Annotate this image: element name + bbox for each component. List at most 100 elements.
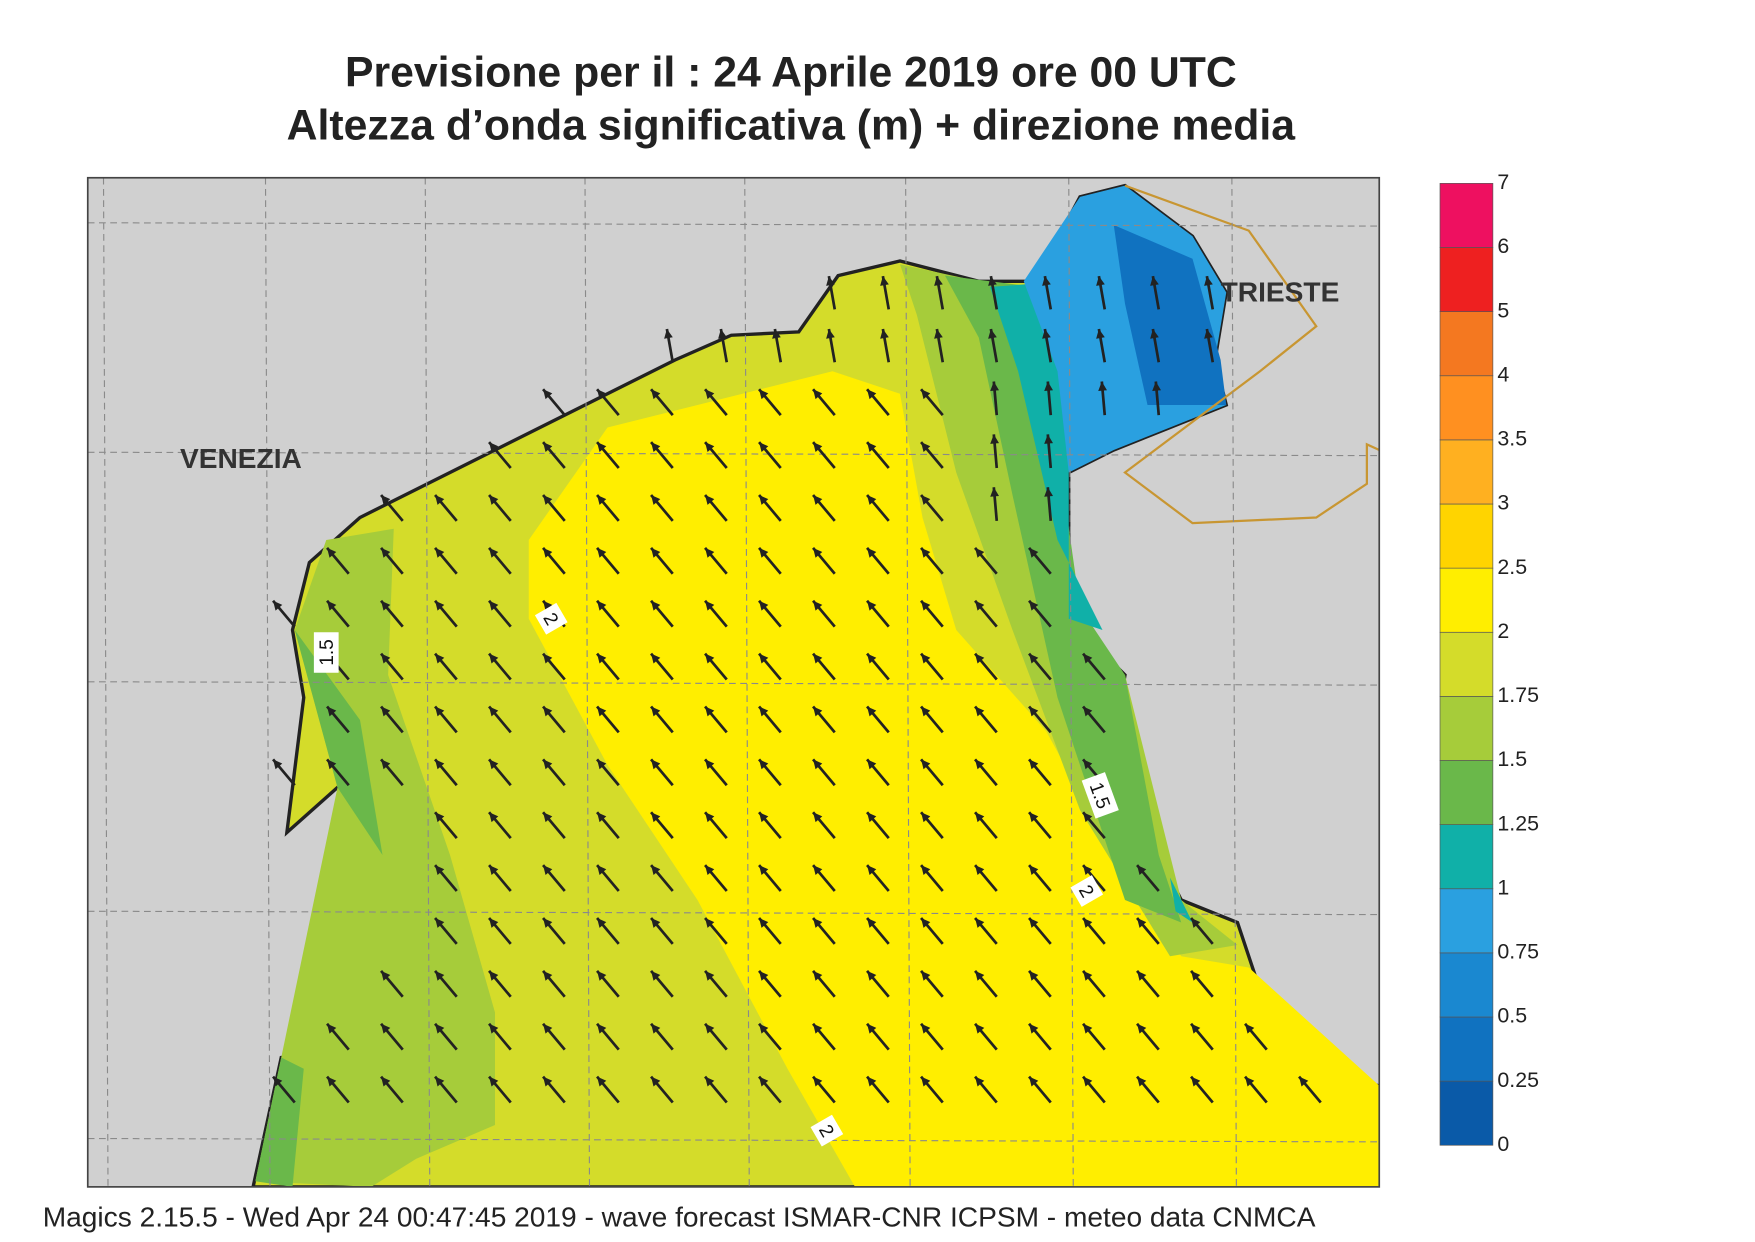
direction-arrow-head <box>543 389 553 400</box>
direction-arrow-head <box>705 653 715 664</box>
direction-arrow-head <box>975 970 985 981</box>
direction-arrow-head <box>921 706 931 717</box>
direction-arrow-head <box>813 918 823 928</box>
direction-arrow-head <box>921 865 931 875</box>
direction-arrow-head <box>435 970 445 981</box>
colorbar-label: 2 <box>1497 619 1509 643</box>
direction-arrow-head <box>759 442 769 452</box>
direction-arrow-head <box>975 706 985 717</box>
direction-arrow-head <box>489 759 499 770</box>
direction-arrow-head <box>381 495 391 505</box>
direction-arrow-head <box>327 547 337 558</box>
direction-arrow-head <box>813 865 823 875</box>
direction-arrow-head <box>543 1023 553 1034</box>
direction-arrow-head <box>597 1076 607 1087</box>
colorbar-label: 0.25 <box>1497 1068 1539 1092</box>
direction-arrow-head <box>543 653 553 664</box>
direction-arrow-head <box>489 495 499 505</box>
direction-arrow-head <box>489 918 499 928</box>
colorbar-bin <box>1439 311 1494 377</box>
direction-arrow-head <box>921 1023 931 1034</box>
direction-arrow-head <box>813 970 823 981</box>
direction-arrow-head <box>1137 865 1147 875</box>
direction-arrow-head <box>1150 329 1159 339</box>
wave-directions <box>272 275 1322 1104</box>
direction-arrow-head <box>921 759 931 770</box>
direction-arrow-head <box>489 600 499 611</box>
direction-arrow-head <box>651 495 661 505</box>
direction-arrow-head <box>705 706 715 717</box>
direction-arrow-head <box>543 812 553 823</box>
direction-arrow-head <box>1137 918 1147 928</box>
direction-arrow-head <box>759 653 769 664</box>
direction-arrow-head <box>273 759 283 770</box>
contour-label-text: 1.5 <box>317 639 338 666</box>
direction-arrow-head <box>1029 1023 1039 1034</box>
direction-arrow-head <box>435 918 445 928</box>
direction-arrow-head <box>718 329 727 339</box>
direction-arrow-head <box>1245 1023 1255 1034</box>
direction-arrow-head <box>921 547 931 558</box>
place-label: VENEZIA <box>180 443 302 474</box>
zone-1-75 <box>900 264 1238 957</box>
direction-arrow-head <box>705 759 715 770</box>
colorbar-bin <box>1439 183 1494 248</box>
direction-arrow-head <box>1096 276 1105 286</box>
map-frame <box>86 176 1381 1188</box>
direction-arrow-head <box>705 495 715 505</box>
direction-arrow-head <box>327 1076 337 1087</box>
direction-arrow-head <box>1083 970 1093 981</box>
direction-arrow-head <box>543 495 553 505</box>
direction-arrow-head <box>1191 918 1201 928</box>
direction-arrow-head <box>597 970 607 981</box>
direction-arrow-head <box>1245 1076 1255 1087</box>
direction-arrow-head <box>705 1076 715 1087</box>
colorbar-bin <box>1439 888 1494 954</box>
colorbar-bin <box>1439 567 1494 633</box>
graticule-line <box>87 681 1380 686</box>
direction-arrow-head <box>705 442 715 452</box>
direction-arrow-head <box>1191 1023 1201 1034</box>
direction-arrow-head <box>651 653 661 664</box>
direction-arrow-head <box>921 495 931 505</box>
direction-arrow-head <box>543 865 553 875</box>
colorbar-label: 0.75 <box>1497 940 1539 964</box>
direction-arrow-head <box>597 495 607 505</box>
colorbar-label: 1.25 <box>1497 811 1539 835</box>
direction-arrow-head <box>867 706 877 717</box>
direction-arrow-head <box>1083 865 1093 875</box>
direction-arrow-head <box>1029 918 1039 928</box>
colorbar-label: 1.75 <box>1497 683 1539 707</box>
direction-arrow-head <box>327 600 337 611</box>
direction-arrow-head <box>489 1076 499 1087</box>
direction-arrow-head <box>705 918 715 928</box>
direction-arrow-head <box>651 600 661 611</box>
colorbar-label: 5 <box>1497 298 1509 322</box>
direction-arrow-head <box>759 970 769 981</box>
direction-arrow-head <box>651 706 661 717</box>
direction-arrow-head <box>975 600 985 611</box>
direction-arrow-head <box>867 600 877 611</box>
direction-arrow-head <box>1029 706 1039 717</box>
direction-arrow-head <box>759 812 769 823</box>
colorbar-label: 4 <box>1497 362 1509 386</box>
direction-arrow-head <box>921 653 931 664</box>
direction-arrow-head <box>1083 653 1093 664</box>
direction-arrow-head <box>813 812 823 823</box>
direction-arrow-head <box>543 547 553 558</box>
colorbar-label: 6 <box>1497 234 1509 258</box>
direction-arrow-head <box>381 1076 391 1087</box>
direction-arrow-head <box>664 329 673 339</box>
direction-arrow-head <box>1083 812 1093 823</box>
direction-arrow-head <box>813 1023 823 1034</box>
title-line-1: Previsione per il : 24 Aprile 2019 ore 0… <box>345 49 1237 97</box>
direction-arrow-head <box>975 1076 985 1087</box>
direction-arrow-head <box>759 1023 769 1034</box>
direction-arrow-head <box>651 812 661 823</box>
direction-arrow-head <box>813 442 823 452</box>
colorbar: 0 0.25 0.5 0.75 1 1.25 1.5 1.75 2 2.5 3 3.5 4 5 6 7 <box>1439 170 1539 1156</box>
zone-1-25 <box>990 281 1193 923</box>
direction-arrow-head <box>435 600 445 611</box>
direction-arrow-head <box>975 759 985 770</box>
